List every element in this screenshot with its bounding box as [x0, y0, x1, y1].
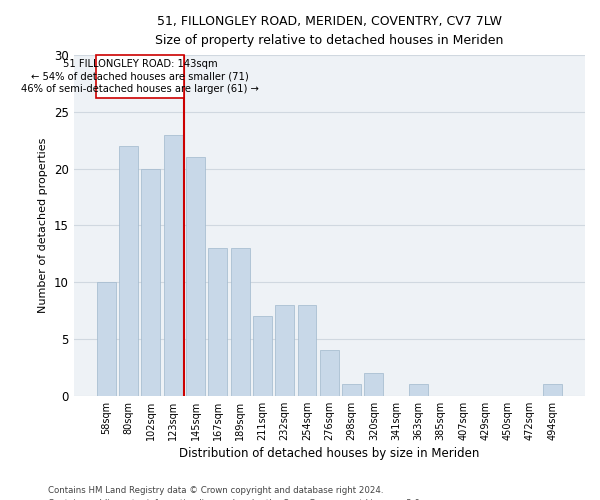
Title: 51, FILLONGLEY ROAD, MERIDEN, COVENTRY, CV7 7LW
Size of property relative to det: 51, FILLONGLEY ROAD, MERIDEN, COVENTRY, … [155, 15, 503, 47]
X-axis label: Distribution of detached houses by size in Meriden: Distribution of detached houses by size … [179, 447, 479, 460]
Text: 46% of semi-detached houses are larger (61) →: 46% of semi-detached houses are larger (… [21, 84, 259, 94]
Bar [543, 384, 562, 396]
Text: Contains public sector information licensed under the Open Government Licence v3: Contains public sector information licen… [48, 498, 422, 500]
Text: 51 FILLONGLEY ROAD: 143sqm: 51 FILLONGLEY ROAD: 143sqm [62, 59, 217, 69]
Bar [186, 158, 205, 396]
Y-axis label: Number of detached properties: Number of detached properties [38, 138, 48, 313]
Text: ← 54% of detached houses are smaller (71): ← 54% of detached houses are smaller (71… [31, 72, 249, 82]
Bar [298, 305, 316, 396]
Text: Contains HM Land Registry data © Crown copyright and database right 2024.: Contains HM Land Registry data © Crown c… [48, 486, 383, 495]
Bar [230, 248, 250, 396]
Bar [364, 373, 383, 396]
Bar [342, 384, 361, 396]
Bar [164, 134, 182, 396]
Bar [119, 146, 138, 396]
Bar [208, 248, 227, 396]
Bar [320, 350, 339, 396]
Bar [253, 316, 272, 396]
Bar [97, 282, 116, 396]
Bar [142, 168, 160, 396]
Bar [275, 305, 294, 396]
Bar [409, 384, 428, 396]
FancyBboxPatch shape [95, 55, 184, 98]
